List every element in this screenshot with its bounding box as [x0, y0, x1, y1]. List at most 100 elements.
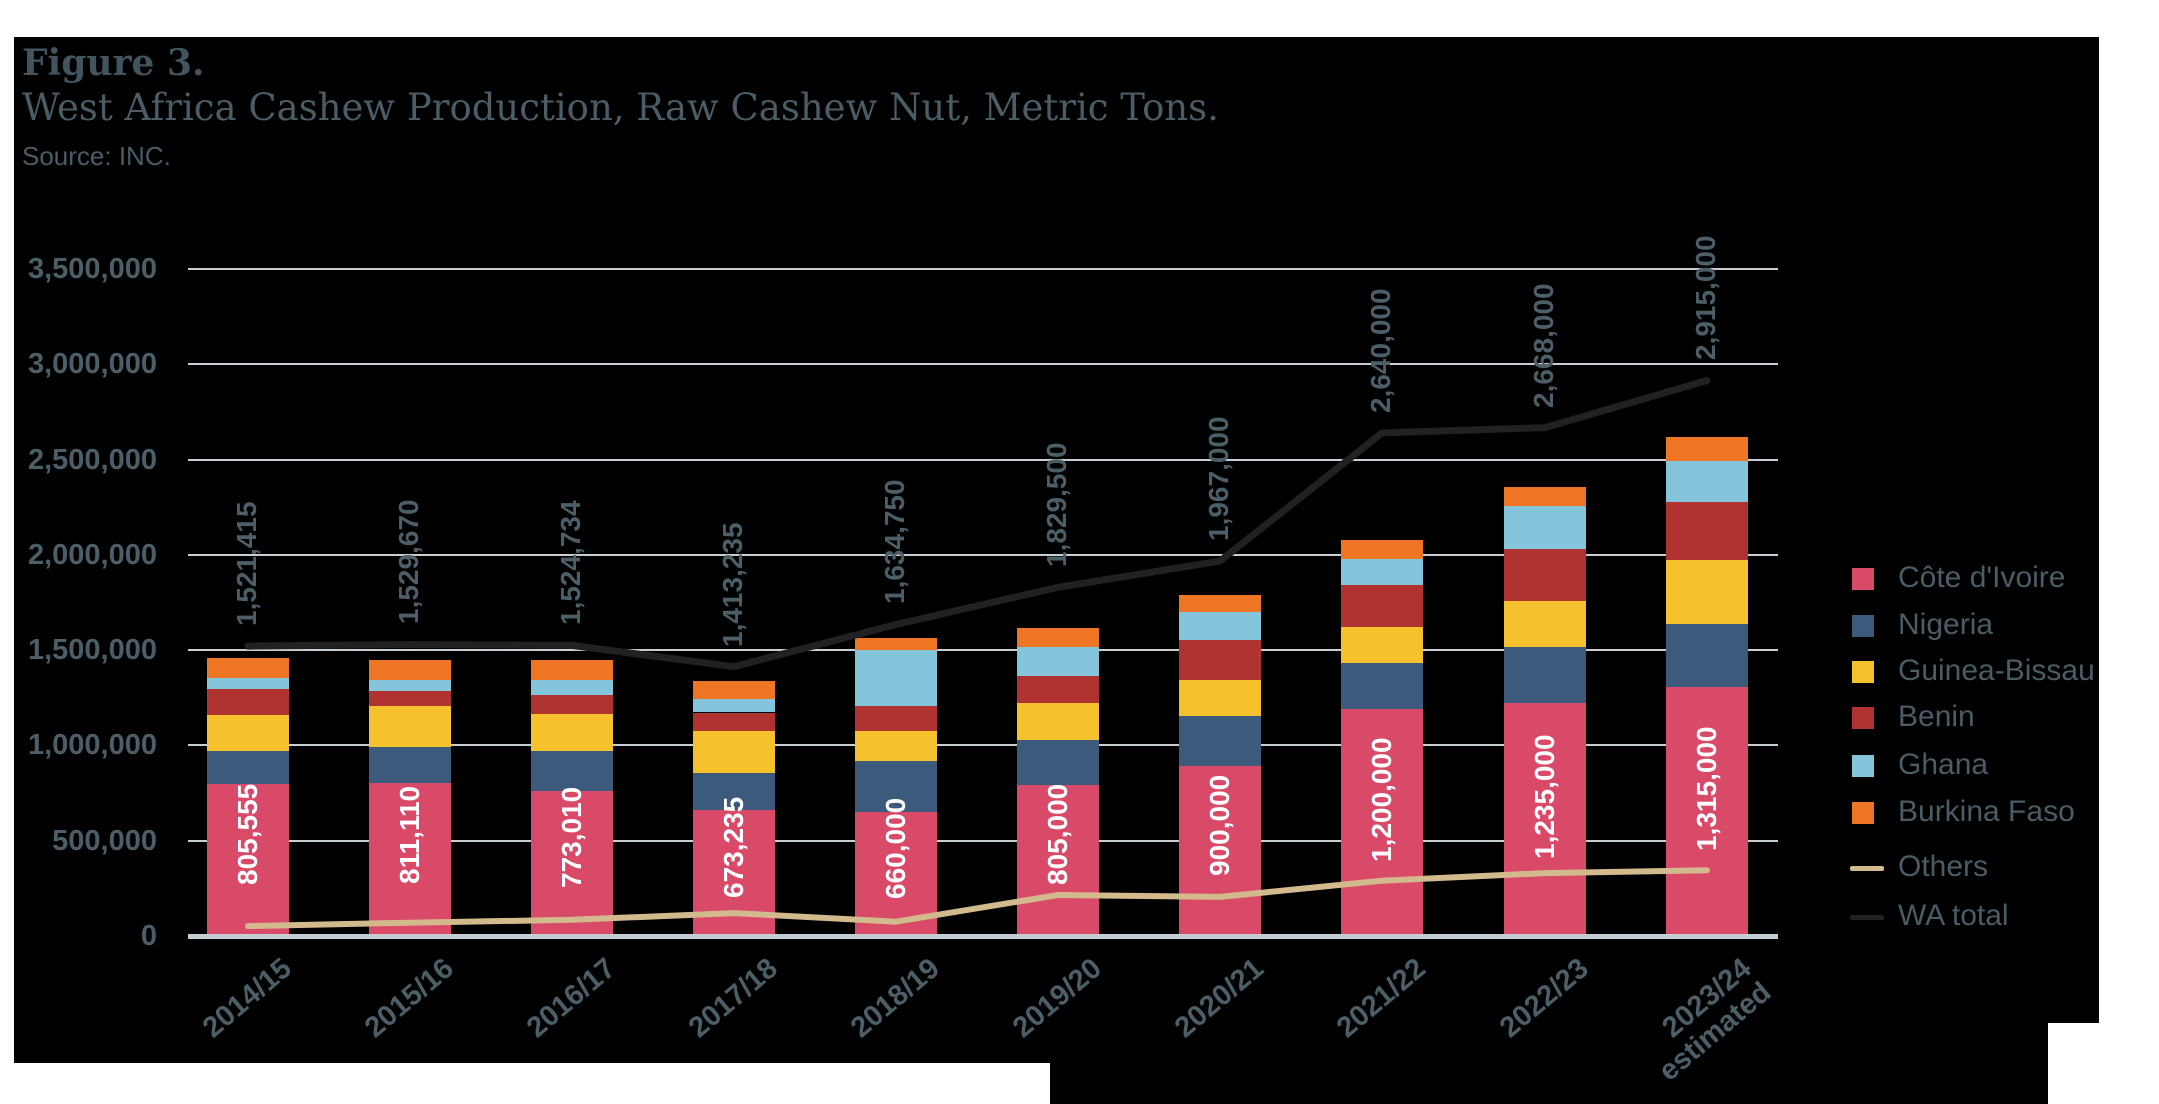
bar-segment-ghana-2021-22	[1341, 558, 1423, 586]
figure-canvas-step	[14, 1023, 2048, 1063]
wa-total-value-label: 2,915,000	[1690, 235, 1721, 361]
gridline-2500000	[188, 458, 1778, 461]
bar-segment-ghana-2015-16	[369, 679, 451, 691]
bar-value-label-cote-divoire: 900,000	[1204, 774, 1235, 876]
bar-segment-guinea-bissau-2023-24	[1666, 560, 1748, 624]
bar-segment-benin-2015-16	[369, 690, 451, 707]
legend-swatch-benin	[1852, 706, 1874, 729]
legend-swatch-others	[1850, 865, 1884, 871]
legend-swatch-guinea-bissau	[1852, 661, 1874, 683]
bar-value-label-cote-divoire: 660,000	[880, 797, 911, 899]
figure-number-label: Figure 3.	[22, 42, 205, 84]
bar-segment-burkina-faso-2017-18	[693, 681, 775, 700]
wa-total-value-label: 2,668,000	[1528, 282, 1559, 408]
bar-value-label-cote-divoire: 1,200,000	[1366, 737, 1397, 862]
legend-swatch-wa-total	[1850, 914, 1884, 920]
bar-segment-guinea-bissau-2021-22	[1341, 627, 1423, 663]
y-axis-tick-label: 2,000,000	[27, 538, 157, 571]
y-axis-tick-label: 3,500,000	[27, 253, 157, 285]
x-axis-tick-label: 2019/20	[1007, 952, 1108, 1045]
bar-segment-benin-2017-18	[693, 712, 775, 731]
x-axis-tick-label: 2020/21	[1169, 952, 1270, 1045]
bar-segment-nigeria-2016-17	[531, 750, 613, 791]
legend-label-guinea-bissau: Guinea-Bissau	[1898, 654, 2095, 687]
legend-swatch-nigeria	[1852, 614, 1874, 637]
bar-segment-guinea-bissau-2014-15	[207, 714, 289, 752]
legend-label-wa-total: WA total	[1898, 899, 2009, 932]
legend-label-others: Others	[1898, 850, 1989, 883]
bar-segment-guinea-bissau-2017-18	[693, 730, 775, 774]
bar-segment-benin-2023-24	[1666, 501, 1748, 561]
bar-segment-ghana-2023-24	[1666, 460, 1748, 502]
bar-segment-benin-2019-20	[1017, 675, 1099, 703]
gridline-3000000	[188, 363, 1778, 366]
wa-total-value-label: 1,521,415	[231, 501, 262, 627]
x-axis-tick-label: 2014/15	[197, 952, 298, 1045]
gridline-3500000	[188, 268, 1778, 270]
bar-segment-burkina-faso-2022-23	[1504, 487, 1586, 507]
bar-segment-benin-2018-19	[855, 706, 937, 732]
wa-total-value-label: 2,640,000	[1365, 288, 1396, 413]
bar-segment-guinea-bissau-2022-23	[1504, 600, 1586, 648]
bar-segment-benin-2014-15	[207, 689, 289, 715]
bar-value-label-cote-divoire: 773,010	[556, 786, 587, 889]
x-axis-tick-label: 2016/17	[521, 952, 622, 1045]
bar-segment-ghana-2018-19	[855, 650, 937, 707]
bar-value-label-cote-divoire: 1,235,000	[1529, 733, 1560, 859]
bar-segment-guinea-bissau-2018-19	[855, 731, 937, 761]
bar-segment-ghana-2019-20	[1017, 647, 1099, 676]
bar-segment-burkina-faso-2020-21	[1179, 594, 1261, 613]
bar-segment-guinea-bissau-2016-17	[531, 714, 613, 751]
x-axis-baseline	[188, 933, 1778, 939]
others-line	[245, 867, 1710, 930]
legend-swatch-c-te-d-ivoire	[1852, 568, 1874, 590]
bar-segment-nigeria-2023-24	[1666, 623, 1748, 688]
wa-total-value-label: 1,529,670	[393, 499, 424, 625]
bar-segment-benin-2016-17	[531, 695, 613, 715]
x-axis-tick-label: 2017/18	[683, 952, 784, 1045]
bar-segment-guinea-bissau-2015-16	[369, 706, 451, 748]
bar-segment-burkina-faso-2023-24	[1666, 437, 1748, 461]
wa-total-value-label: 1,413,235	[717, 522, 748, 647]
y-axis-tick-label: 1,000,000	[27, 729, 157, 762]
bar-segment-nigeria-2022-23	[1504, 647, 1586, 703]
bar-segment-nigeria-2017-18	[693, 773, 775, 810]
wa-total-value-label: 1,524,734	[555, 500, 586, 626]
y-axis-tick-label: 500,000	[52, 824, 157, 857]
bar-segment-ghana-2020-21	[1179, 612, 1261, 640]
x-axis-tick-label: 2018/19	[845, 952, 946, 1045]
gridline-1000000	[188, 744, 1778, 747]
wa-total-value-label: 1,634,750	[879, 479, 910, 605]
bar-value-label-cote-divoire: 1,315,000	[1691, 726, 1722, 851]
chart-title: West Africa Cashew Production, Raw Cashe…	[22, 86, 1219, 129]
bar-segment-nigeria-2020-21	[1179, 715, 1261, 767]
legend-label-c-te-d-ivoire: Côte d'Ivoire	[1898, 561, 2066, 594]
y-axis-tick-label: 1,500,000	[27, 634, 157, 667]
x-axis-tick-label: 2015/16	[359, 952, 460, 1045]
legend-label-burkina-faso: Burkina Faso	[1898, 794, 2075, 828]
bar-segment-guinea-bissau-2020-21	[1179, 679, 1261, 716]
wa-total-line	[244, 377, 1711, 671]
figure-canvas-bottom-extension	[1050, 1063, 2048, 1104]
x-axis-tick-label: 2023/24 estimated	[1652, 952, 1777, 1088]
bar-segment-benin-2021-22	[1341, 585, 1423, 628]
bar-segment-burkina-faso-2015-16	[369, 659, 451, 680]
bar-segment-burkina-faso-2018-19	[855, 637, 937, 651]
bar-segment-nigeria-2019-20	[1017, 739, 1099, 785]
chart-source: Source: INC.	[22, 141, 171, 171]
x-axis-tick-label: 2022/23	[1494, 952, 1595, 1045]
bar-segment-ghana-2016-17	[531, 680, 613, 696]
bar-value-label-cote-divoire: 811,110	[394, 786, 425, 885]
bar-segment-burkina-faso-2021-22	[1341, 539, 1423, 559]
wa-total-value-label: 1,829,500	[1041, 442, 1072, 568]
bar-segment-ghana-2017-18	[693, 699, 775, 713]
gridline-500000	[188, 839, 1778, 842]
bar-segment-nigeria-2014-15	[207, 751, 289, 785]
bar-value-label-cote-divoire: 805,555	[232, 783, 263, 885]
bar-segment-ghana-2014-15	[207, 678, 289, 690]
bar-segment-nigeria-2018-19	[855, 760, 937, 813]
wa-total-value-label: 1,967,000	[1203, 416, 1234, 542]
bar-segment-benin-2020-21	[1179, 639, 1261, 680]
